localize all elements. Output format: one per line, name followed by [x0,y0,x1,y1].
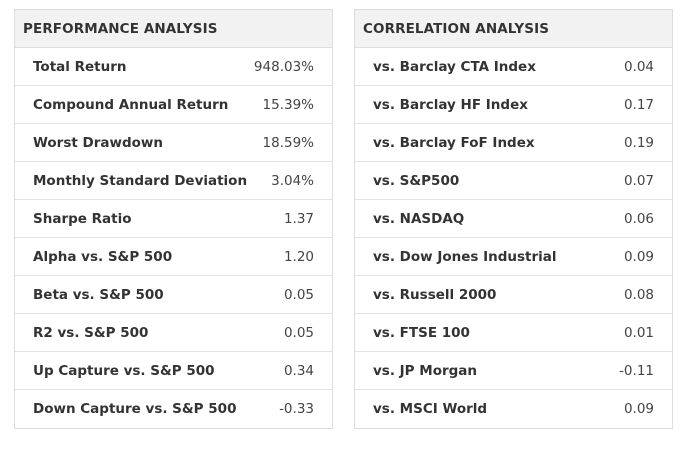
metric-value: 0.05 [283,286,314,303]
index-label: vs. Dow Jones Industrial [373,248,557,265]
metric-value: 3.04% [271,172,314,189]
correlation-value: 0.07 [623,172,654,189]
metric-label: Alpha vs. S&P 500 [33,248,173,265]
correlation-value: 0.09 [623,248,654,265]
performance-analysis-title: PERFORMANCE ANALYSIS [15,10,332,48]
correlation-value: 0.08 [623,286,654,303]
correlation-analysis-panel: CORRELATION ANALYSIS vs. Barclay CTA Ind… [354,9,673,429]
metric-label: R2 vs. S&P 500 [33,324,149,341]
index-label: vs. FTSE 100 [373,324,470,341]
table-row: Sharpe Ratio 1.37 [15,200,332,238]
table-row: Monthly Standard Deviation 3.04% [15,162,332,200]
table-row: vs. Barclay CTA Index 0.04 [355,48,672,86]
performance-analysis-panel: PERFORMANCE ANALYSIS Total Return 948.03%… [14,9,333,429]
table-row: vs. Barclay HF Index 0.17 [355,86,672,124]
metric-label: Sharpe Ratio [33,210,132,227]
table-row: vs. MSCI World 0.09 [355,390,672,428]
metric-label: Worst Drawdown [33,134,163,151]
table-row: Worst Drawdown 18.59% [15,124,332,162]
index-label: vs. JP Morgan [373,362,478,379]
index-label: vs. Barclay FoF Index [373,134,535,151]
metric-value: 18.59% [262,134,314,151]
index-label: vs. MSCI World [373,401,488,417]
correlation-value: 0.06 [623,210,654,227]
metric-label: Monthly Standard Deviation [33,172,248,189]
table-row: vs. Barclay FoF Index 0.19 [355,124,672,162]
correlation-value: 0.17 [623,96,654,113]
table-row: vs. JP Morgan -0.11 [355,352,672,390]
table-row: Down Capture vs. S&P 500 -0.33 [15,390,332,428]
table-row: vs. NASDAQ 0.06 [355,200,672,238]
table-row: vs. Russell 2000 0.08 [355,276,672,314]
correlation-value: -0.11 [619,362,654,379]
metric-value: 15.39% [262,96,314,113]
correlation-value: 0.01 [623,324,654,341]
metric-label: Total Return [33,58,127,75]
correlation-analysis-table: vs. Barclay CTA Index 0.04 vs. Barclay HF… [355,48,672,428]
metric-label: Compound Annual Return [33,96,229,113]
metric-value: 0.34 [283,362,314,379]
metric-value: -0.33 [279,401,314,417]
table-row: R2 vs. S&P 500 0.05 [15,314,332,352]
correlation-value: 0.04 [623,58,654,75]
table-row: vs. FTSE 100 0.01 [355,314,672,352]
correlation-value: 0.09 [623,401,654,417]
metric-label: Up Capture vs. S&P 500 [33,362,215,379]
table-row: Total Return 948.03% [15,48,332,86]
performance-analysis-table: Total Return 948.03% Compound Annual Retu… [15,48,332,428]
table-row: Alpha vs. S&P 500 1.20 [15,238,332,276]
table-row: Beta vs. S&P 500 0.05 [15,276,332,314]
correlation-value: 0.19 [623,134,654,151]
table-row: vs. Dow Jones Industrial 0.09 [355,238,672,276]
metric-label: Down Capture vs. S&P 500 [33,401,237,417]
metric-value: 1.37 [283,210,314,227]
metric-value: 1.20 [283,248,314,265]
index-label: vs. Barclay HF Index [373,96,528,113]
metric-value: 0.05 [283,324,314,341]
table-row: Up Capture vs. S&P 500 0.34 [15,352,332,390]
index-label: vs. Barclay CTA Index [373,58,536,75]
index-label: vs. NASDAQ [373,210,465,227]
correlation-analysis-title: CORRELATION ANALYSIS [355,10,672,48]
metric-label: Beta vs. S&P 500 [33,286,164,303]
index-label: vs. S&P500 [373,172,460,189]
table-row: vs. S&P500 0.07 [355,162,672,200]
index-label: vs. Russell 2000 [373,286,497,303]
metric-value: 948.03% [253,58,314,75]
table-row: Compound Annual Return 15.39% [15,86,332,124]
